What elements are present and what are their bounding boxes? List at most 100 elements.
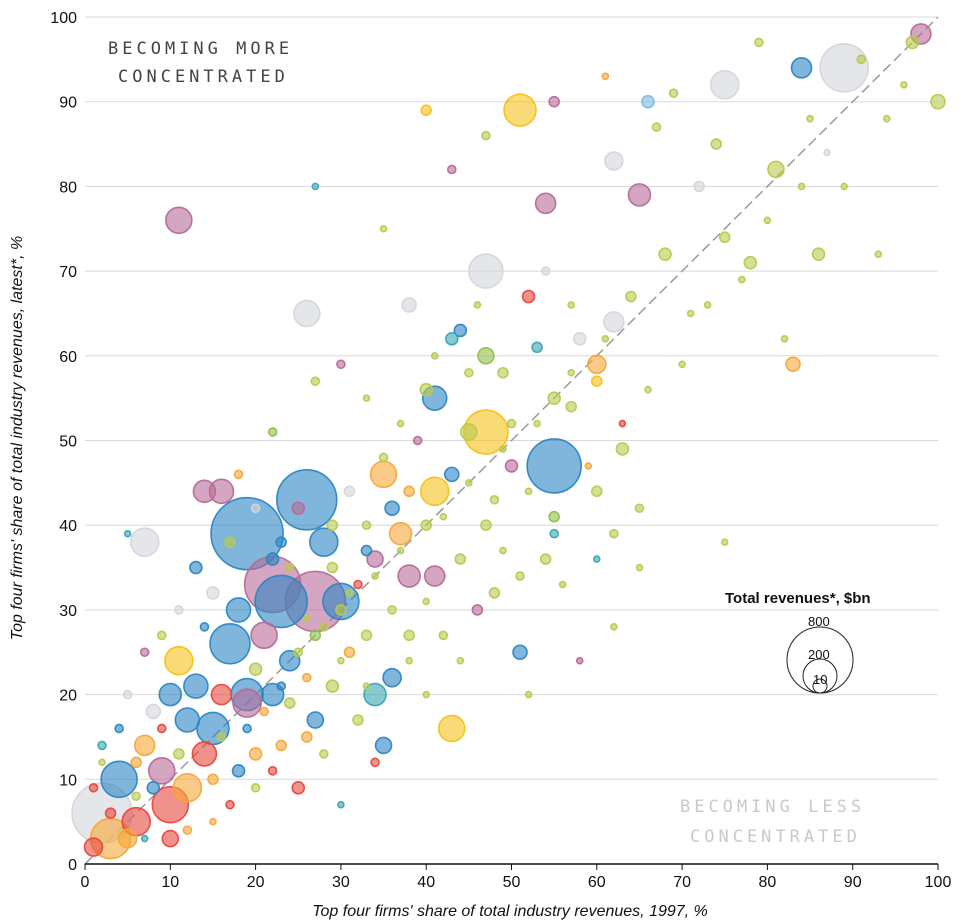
data-bubble: [420, 104, 433, 116]
data-bubble: [443, 466, 460, 483]
data-bubble: [182, 825, 193, 835]
data-bubble: [819, 43, 869, 93]
data-bubble: [615, 442, 630, 456]
data-bubble: [325, 679, 340, 693]
data-bubble: [379, 224, 388, 233]
data-bubble: [210, 496, 284, 571]
data-bubble: [703, 301, 712, 309]
data-bubble: [369, 460, 398, 489]
data-bubble: [209, 817, 217, 826]
x-tick-label: 10: [161, 874, 179, 891]
data-bubble: [506, 418, 517, 429]
x-tick-label: 100: [925, 874, 952, 891]
data-bubble: [366, 550, 384, 568]
data-bubble: [419, 382, 434, 397]
data-bubble: [790, 57, 813, 79]
data-bubble: [422, 597, 431, 606]
y-tick-label: 80: [59, 179, 77, 196]
data-bubble: [565, 400, 578, 413]
data-bubble: [225, 597, 252, 623]
data-bubble: [396, 419, 405, 428]
data-bubble: [453, 323, 468, 338]
data-bubble: [548, 95, 560, 108]
data-bubble: [709, 69, 740, 100]
data-bubble: [224, 536, 236, 548]
data-bubble: [512, 644, 528, 661]
data-bubble: [343, 485, 356, 498]
gridlines: [85, 16, 938, 780]
data-bubble: [309, 629, 322, 642]
data-bubble: [905, 35, 920, 50]
data-bubble: [856, 54, 867, 65]
data-bubble: [720, 538, 729, 546]
data-bubble: [301, 672, 312, 683]
data-bubble: [840, 182, 848, 191]
x-tick-label: 30: [332, 874, 350, 891]
data-bubble: [437, 714, 466, 743]
data-bubble: [267, 766, 278, 776]
data-bubble: [531, 341, 543, 354]
data-bubble: [767, 160, 785, 179]
data-bubble: [250, 782, 261, 793]
data-bubble: [468, 253, 504, 289]
data-bubble: [567, 301, 576, 309]
y-tick-label: 70: [59, 264, 77, 281]
data-bubble: [481, 130, 491, 141]
y-tick-label: 50: [59, 434, 77, 451]
data-bubble: [374, 736, 393, 755]
data-bubble: [210, 683, 233, 706]
data-bubble: [207, 773, 219, 786]
data-bubble: [291, 780, 306, 795]
data-bubble: [360, 629, 373, 642]
size-legend: Total revenues*, $bn 800 200 10: [725, 590, 871, 694]
data-bubble: [693, 180, 705, 193]
data-bubble: [471, 604, 484, 616]
data-bubble: [242, 723, 252, 734]
data-bubble: [382, 667, 402, 688]
y-tick-label: 10: [59, 772, 77, 789]
data-bubble: [88, 782, 99, 793]
data-bubble: [319, 622, 329, 632]
data-bubble: [780, 335, 789, 343]
data-bubble: [309, 527, 339, 557]
data-bubble: [584, 462, 593, 470]
data-bubble: [326, 561, 339, 574]
data-bubble: [265, 552, 280, 566]
data-bubble: [572, 332, 587, 346]
data-bubble: [668, 88, 679, 99]
data-bubble: [130, 756, 142, 769]
data-bubble: [387, 605, 397, 615]
data-bubble: [306, 711, 325, 729]
data-bubble: [336, 359, 346, 370]
data-bubble: [420, 519, 433, 532]
data-bubble: [405, 656, 413, 665]
data-bubble: [100, 760, 138, 799]
y-tick-label: 30: [59, 603, 77, 620]
x-tick-label: 60: [588, 874, 606, 891]
data-bubble: [489, 494, 500, 505]
data-bubble: [499, 445, 507, 453]
data-bubble: [225, 799, 235, 810]
data-bubble: [547, 391, 561, 405]
data-bubble: [477, 346, 495, 365]
data-bubble: [586, 354, 607, 375]
data-bubble: [250, 503, 261, 514]
data-bubble: [609, 528, 619, 539]
data-bubble: [464, 367, 474, 378]
data-bubble: [216, 732, 227, 742]
data-bubble: [710, 138, 723, 150]
data-bubble: [206, 586, 220, 600]
data-bubble: [123, 529, 132, 538]
data-bubble: [549, 528, 559, 539]
data-bubble: [311, 182, 320, 191]
y-tick-label: 60: [59, 349, 77, 366]
bubbles: [71, 23, 946, 860]
data-bubble: [259, 706, 269, 717]
data-bubble: [504, 459, 519, 473]
data-bubble: [337, 800, 345, 809]
data-bubble: [140, 834, 149, 843]
data-bubble: [806, 114, 814, 123]
data-bubble: [641, 94, 655, 109]
data-bubble: [345, 589, 354, 597]
data-bubble: [371, 572, 379, 580]
